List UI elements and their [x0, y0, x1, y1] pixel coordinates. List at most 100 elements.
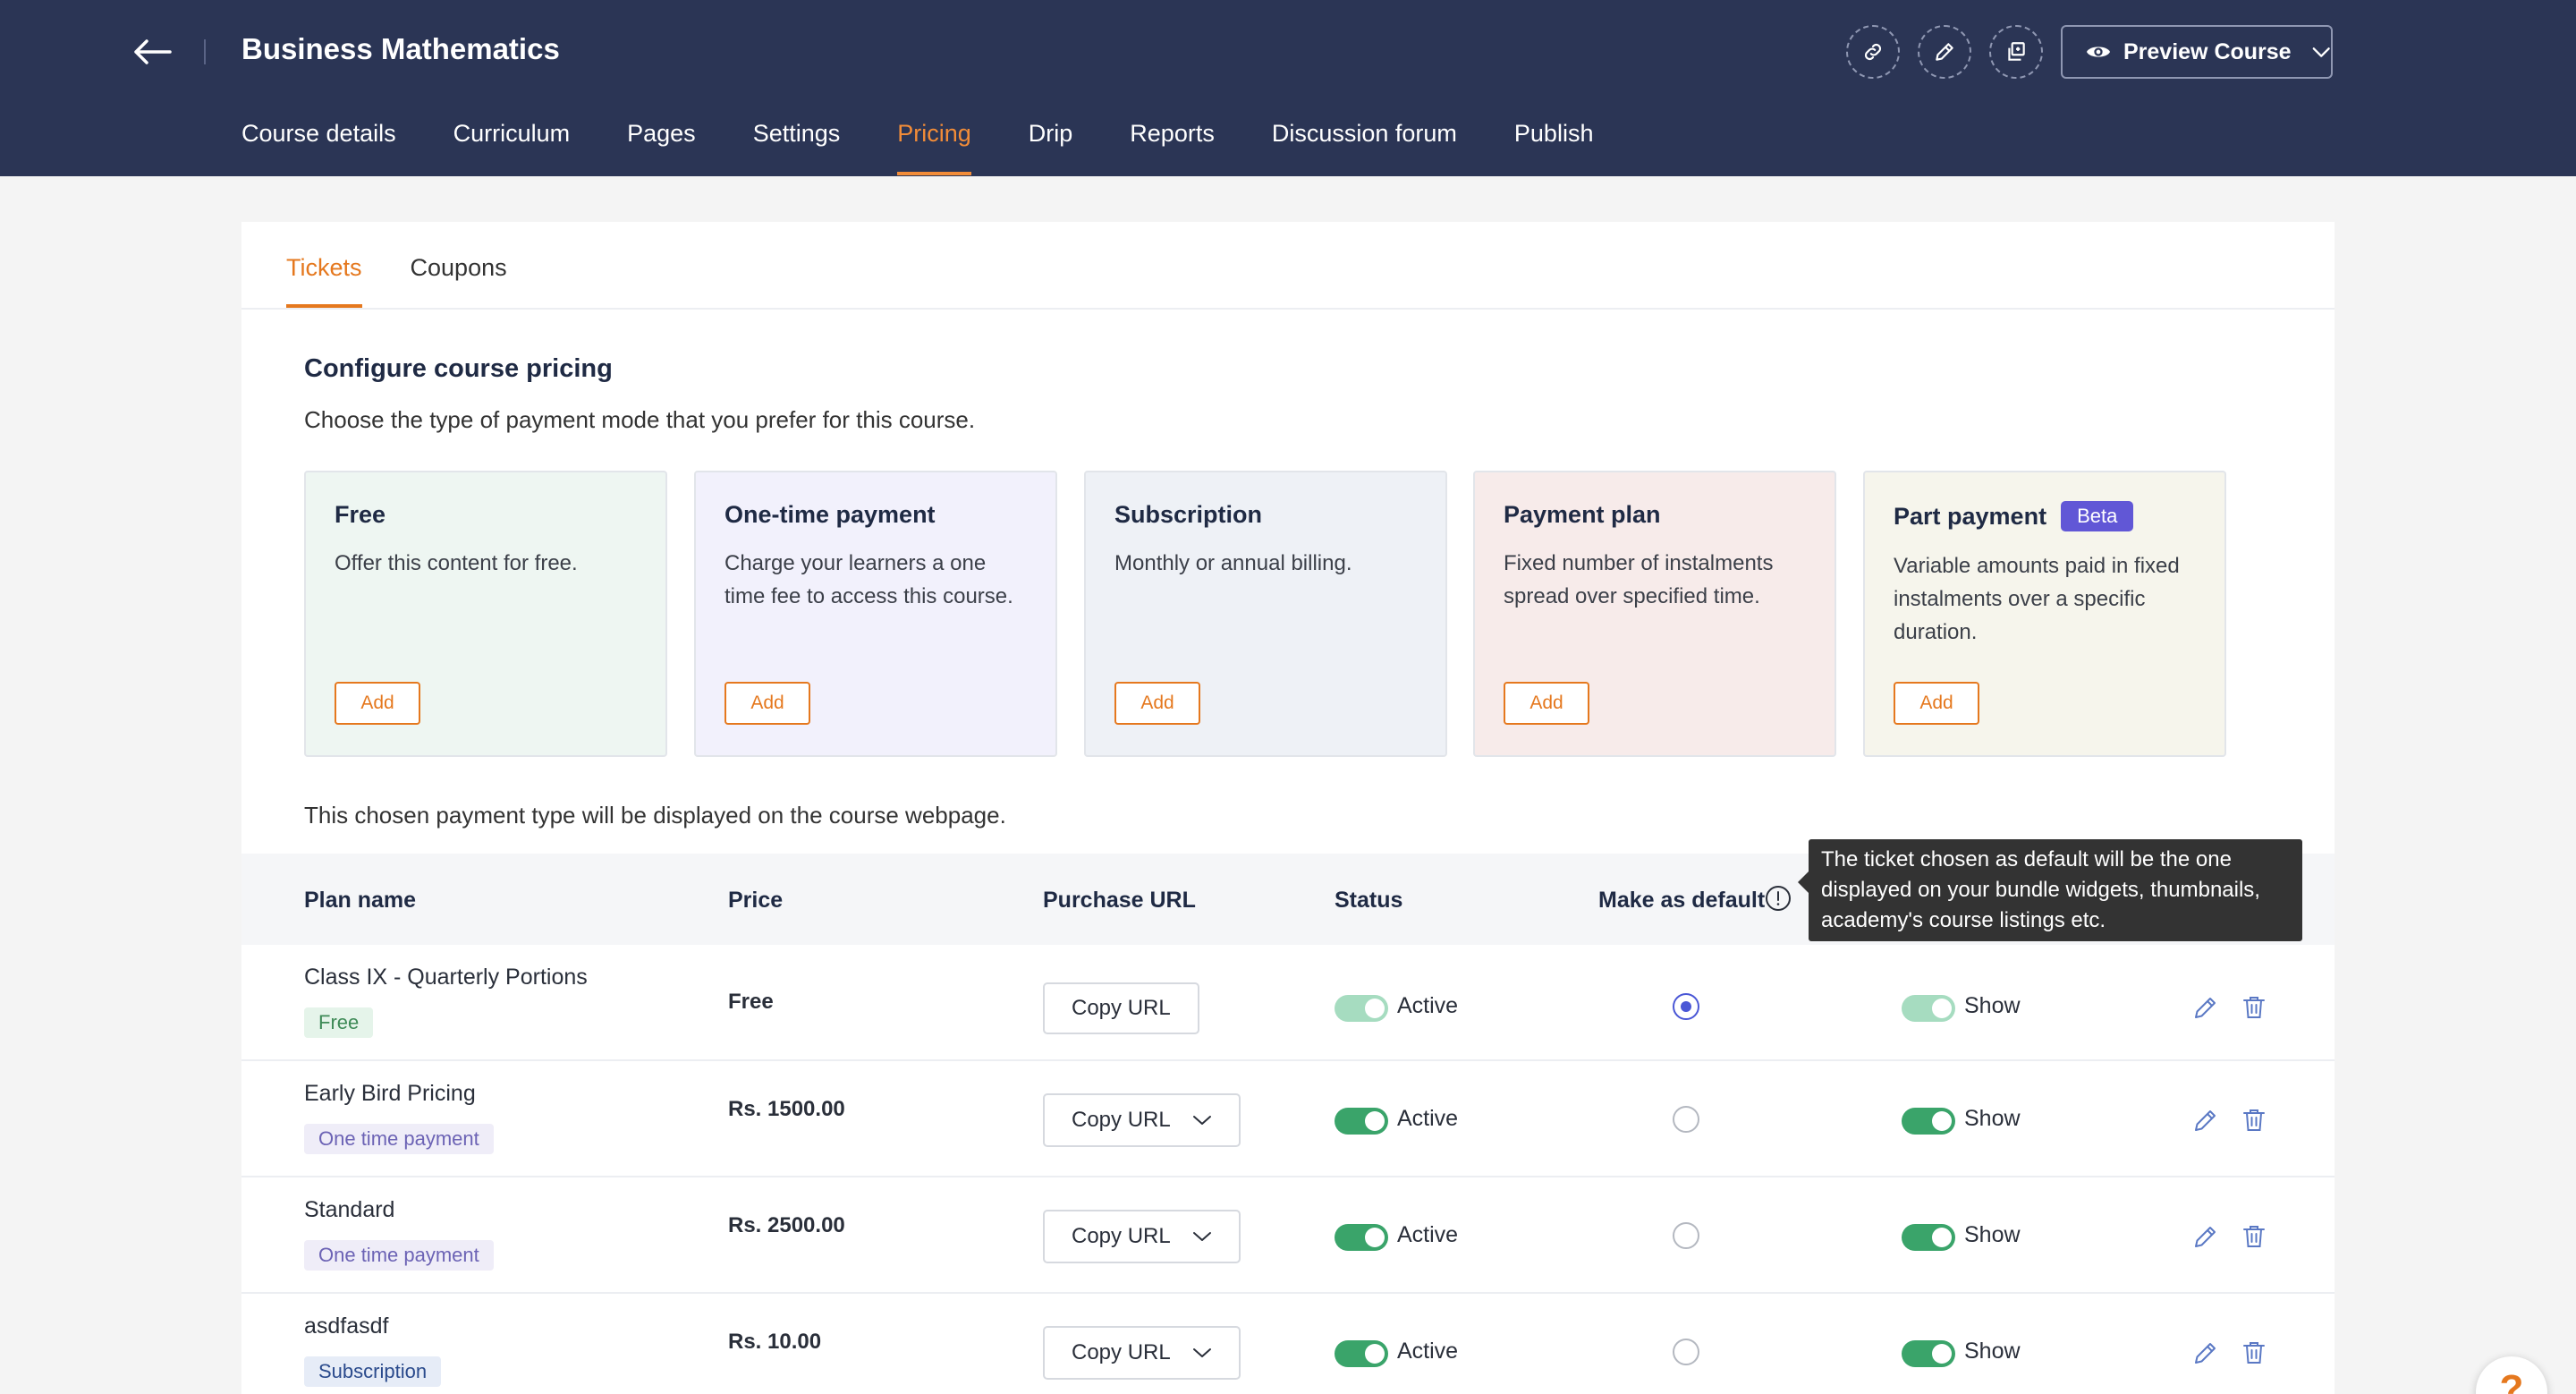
status-toggle[interactable]	[1335, 995, 1388, 1022]
header-divider	[204, 39, 206, 64]
default-radio[interactable]	[1673, 1222, 1699, 1249]
add-one-time-button[interactable]: Add	[724, 682, 810, 725]
visibility-label: Show	[1964, 1106, 2021, 1131]
trash-icon[interactable]	[2240, 1222, 2268, 1251]
plan-name: asdfasdf	[304, 1313, 389, 1339]
plan-price: Rs. 2500.00	[728, 1213, 845, 1237]
add-subscription-button[interactable]: Add	[1114, 682, 1200, 725]
copy-url-dropdown[interactable]: Copy URL	[1043, 1093, 1241, 1147]
preview-course-button[interactable]: Preview Course	[2061, 25, 2333, 79]
pricing-card-title: Part payment	[1894, 502, 2047, 530]
back-arrow-icon[interactable]	[131, 36, 174, 68]
status-label: Active	[1397, 1222, 1459, 1247]
visibility-label: Show	[1964, 1222, 2021, 1247]
subtab-coupons[interactable]: Coupons	[410, 254, 507, 281]
tab-curriculum[interactable]: Curriculum	[453, 120, 571, 147]
pricing-card-description: Variable amounts paid in fixed instalmen…	[1894, 554, 2180, 644]
tab-reports[interactable]: Reports	[1130, 120, 1215, 147]
plan-type-tag: Free	[304, 1007, 374, 1038]
pricing-card-title: Payment plan	[1504, 501, 1661, 528]
default-radio[interactable]	[1673, 1339, 1699, 1365]
status-toggle[interactable]	[1335, 1340, 1388, 1367]
add-part-payment-button[interactable]: Add	[1894, 682, 1979, 725]
configure-subtitle: Choose the type of payment mode that you…	[304, 406, 976, 433]
header-status: Status	[1335, 888, 1403, 913]
status-label: Active	[1397, 993, 1459, 1018]
table-row: Standard One time payment Rs. 2500.00 Co…	[242, 1177, 2334, 1294]
pricing-card-one-time: One-time payment Charge your learners a …	[694, 471, 1057, 757]
pricing-card-description: Charge your learners a one time fee to a…	[724, 551, 1013, 608]
pricing-card-description: Fixed number of instalments spread over …	[1504, 551, 1774, 608]
course-nav-tabs: Course details Curriculum Pages Settings…	[242, 120, 1593, 175]
tab-publish[interactable]: Publish	[1513, 120, 1594, 147]
edit-pencil-icon[interactable]	[1918, 25, 1971, 79]
preview-course-label: Preview Course	[2123, 38, 2292, 64]
top-header: Business Mathematics Preview Course Cour…	[0, 0, 2576, 176]
visibility-label: Show	[1964, 993, 2021, 1018]
copy-url-label: Copy URL	[1072, 1340, 1171, 1364]
plan-price: Rs. 1500.00	[728, 1097, 845, 1121]
visibility-toggle[interactable]	[1902, 1340, 1955, 1367]
tab-pricing[interactable]: Pricing	[897, 120, 971, 175]
tab-pages[interactable]: Pages	[627, 120, 696, 147]
subtab-tickets[interactable]: Tickets	[286, 254, 362, 308]
header-make-default: Make as default	[1598, 888, 1766, 913]
plan-name: Standard	[304, 1197, 395, 1222]
chevron-down-icon	[1192, 1116, 1211, 1125]
course-title: Business Mathematics	[242, 32, 560, 65]
duplicate-icon[interactable]	[1989, 25, 2043, 79]
copy-url-label: Copy URL	[1072, 996, 1171, 1020]
tab-drip[interactable]: Drip	[1028, 120, 1073, 147]
eye-icon	[2086, 47, 2111, 57]
pricing-card-title: Subscription	[1114, 501, 1263, 528]
edit-pencil-icon[interactable]	[2191, 1106, 2220, 1135]
visibility-toggle[interactable]	[1902, 1108, 1955, 1135]
chosen-type-note: This chosen payment type will be display…	[304, 802, 1006, 829]
default-radio[interactable]	[1673, 1106, 1699, 1133]
trash-icon[interactable]	[2240, 1339, 2268, 1367]
pricing-card-free: Free Offer this content for free. Add	[304, 471, 667, 757]
edit-pencil-icon[interactable]	[2191, 993, 2220, 1022]
header-plan-name: Plan name	[304, 888, 417, 913]
link-icon[interactable]	[1846, 25, 1900, 79]
pricing-subtabs: Tickets Coupons	[286, 254, 507, 308]
plan-type-tag: Subscription	[304, 1356, 442, 1387]
pricing-card-description: Offer this content for free.	[335, 551, 578, 575]
visibility-toggle[interactable]	[1902, 1224, 1955, 1251]
default-radio[interactable]	[1673, 993, 1699, 1020]
status-toggle[interactable]	[1335, 1108, 1388, 1135]
configure-title: Configure course pricing	[304, 354, 613, 383]
add-payment-plan-button[interactable]: Add	[1504, 682, 1589, 725]
pricing-card-subscription: Subscription Monthly or annual billing. …	[1084, 471, 1447, 757]
status-toggle[interactable]	[1335, 1224, 1388, 1251]
plan-name: Class IX - Quarterly Portions	[304, 965, 588, 990]
info-icon[interactable]	[1764, 884, 1792, 913]
edit-pencil-icon[interactable]	[2191, 1222, 2220, 1251]
chevron-down-icon	[2312, 47, 2330, 57]
status-label: Active	[1397, 1339, 1459, 1364]
copy-url-dropdown[interactable]: Copy URL	[1043, 1210, 1241, 1263]
pricing-card-description: Monthly or annual billing.	[1114, 551, 1352, 575]
help-button[interactable]: ?	[2476, 1356, 2547, 1394]
edit-pencil-icon[interactable]	[2191, 1339, 2220, 1367]
plan-price: Rs. 10.00	[728, 1330, 822, 1354]
pricing-card-part-payment: Part payment Beta Variable amounts paid …	[1863, 471, 2226, 757]
add-free-button[interactable]: Add	[335, 682, 420, 725]
pricing-card-title-row: Part payment Beta	[1894, 501, 2196, 531]
trash-icon[interactable]	[2240, 1106, 2268, 1135]
plan-price: Free	[728, 990, 774, 1014]
chevron-down-icon	[1192, 1232, 1211, 1241]
pricing-panel: Tickets Coupons Configure course pricing…	[242, 222, 2334, 1394]
pricing-card-title: Free	[335, 501, 386, 528]
copy-url-label: Copy URL	[1072, 1224, 1171, 1248]
visibility-toggle[interactable]	[1902, 995, 1955, 1022]
default-ticket-tooltip: The ticket chosen as default will be the…	[1798, 839, 2302, 941]
trash-icon[interactable]	[2240, 993, 2268, 1022]
copy-url-dropdown[interactable]: Copy URL	[1043, 1326, 1241, 1380]
copy-url-button[interactable]: Copy URL	[1043, 982, 1199, 1034]
tab-course-details[interactable]: Course details	[242, 120, 396, 147]
tab-discussion-forum[interactable]: Discussion forum	[1271, 120, 1457, 147]
plan-name: Early Bird Pricing	[304, 1081, 476, 1106]
tab-settings[interactable]: Settings	[752, 120, 841, 147]
plan-type-tag: One time payment	[304, 1240, 494, 1271]
